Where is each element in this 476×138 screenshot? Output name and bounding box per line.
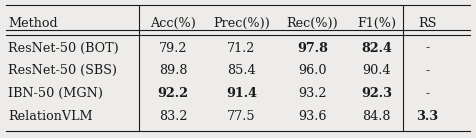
Text: 93.6: 93.6 [298, 110, 327, 123]
Text: 71.2: 71.2 [228, 42, 256, 55]
Text: -: - [425, 42, 429, 55]
Text: Prec(%)): Prec(%)) [213, 17, 270, 30]
Text: 89.8: 89.8 [159, 64, 187, 77]
Text: 3.3: 3.3 [416, 110, 438, 123]
Text: 79.2: 79.2 [159, 42, 187, 55]
Text: 82.4: 82.4 [361, 42, 392, 55]
Text: 90.4: 90.4 [362, 64, 391, 77]
Text: ResNet-50 (BOT): ResNet-50 (BOT) [9, 42, 119, 55]
Text: 83.2: 83.2 [159, 110, 187, 123]
Text: 93.2: 93.2 [298, 87, 327, 100]
Text: 92.2: 92.2 [158, 87, 188, 100]
Text: Acc(%): Acc(%) [150, 17, 196, 30]
Text: -: - [425, 87, 429, 100]
Text: RelationVLM: RelationVLM [9, 110, 93, 123]
Text: 96.0: 96.0 [298, 64, 327, 77]
Text: IBN-50 (MGN): IBN-50 (MGN) [9, 87, 103, 100]
Text: ResNet-50 (SBS): ResNet-50 (SBS) [9, 64, 118, 77]
Text: Rec(%)): Rec(%)) [287, 17, 338, 30]
Text: Method: Method [9, 17, 58, 30]
Text: 92.3: 92.3 [361, 87, 392, 100]
Text: RS: RS [418, 17, 436, 30]
Text: 84.8: 84.8 [362, 110, 391, 123]
Text: F1(%): F1(%) [357, 17, 396, 30]
Text: 85.4: 85.4 [227, 64, 256, 77]
Text: 91.4: 91.4 [226, 87, 257, 100]
Text: 97.8: 97.8 [297, 42, 328, 55]
Text: -: - [425, 64, 429, 77]
Text: 77.5: 77.5 [227, 110, 256, 123]
